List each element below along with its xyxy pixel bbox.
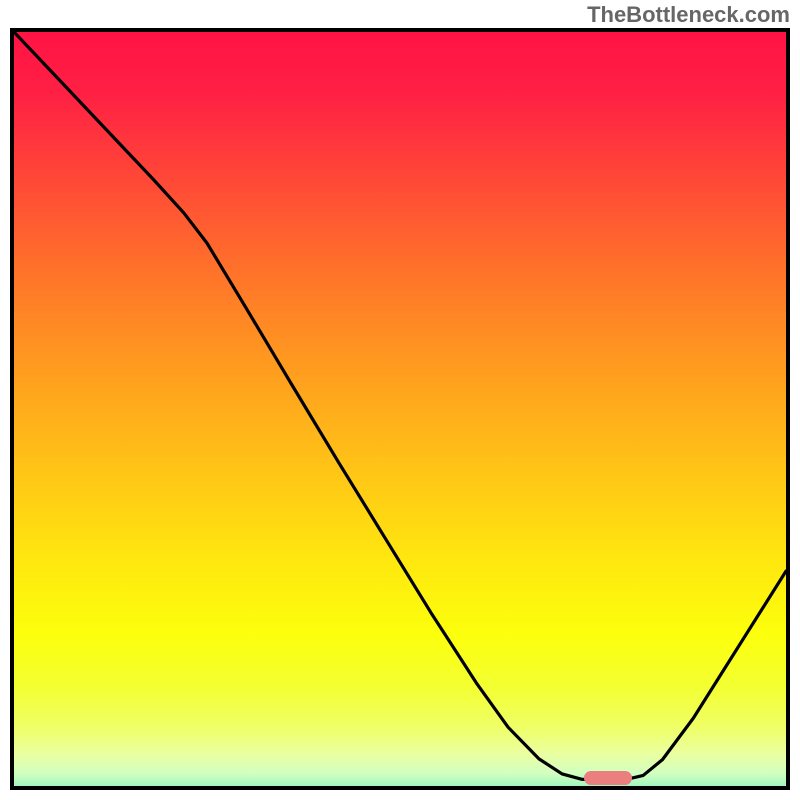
curve-layer [14,32,786,786]
watermark-text: TheBottleneck.com [587,2,790,28]
plot-frame [10,28,790,790]
minimum-marker [584,771,632,785]
bottleneck-curve [14,32,786,780]
